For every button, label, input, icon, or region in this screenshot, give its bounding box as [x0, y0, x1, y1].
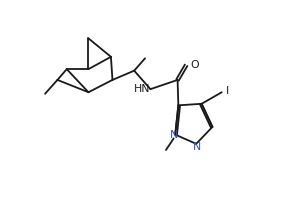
Text: HN: HN: [134, 84, 150, 94]
Text: N: N: [193, 142, 201, 152]
Text: O: O: [190, 60, 198, 70]
Text: N: N: [170, 130, 178, 140]
Text: I: I: [226, 86, 229, 96]
